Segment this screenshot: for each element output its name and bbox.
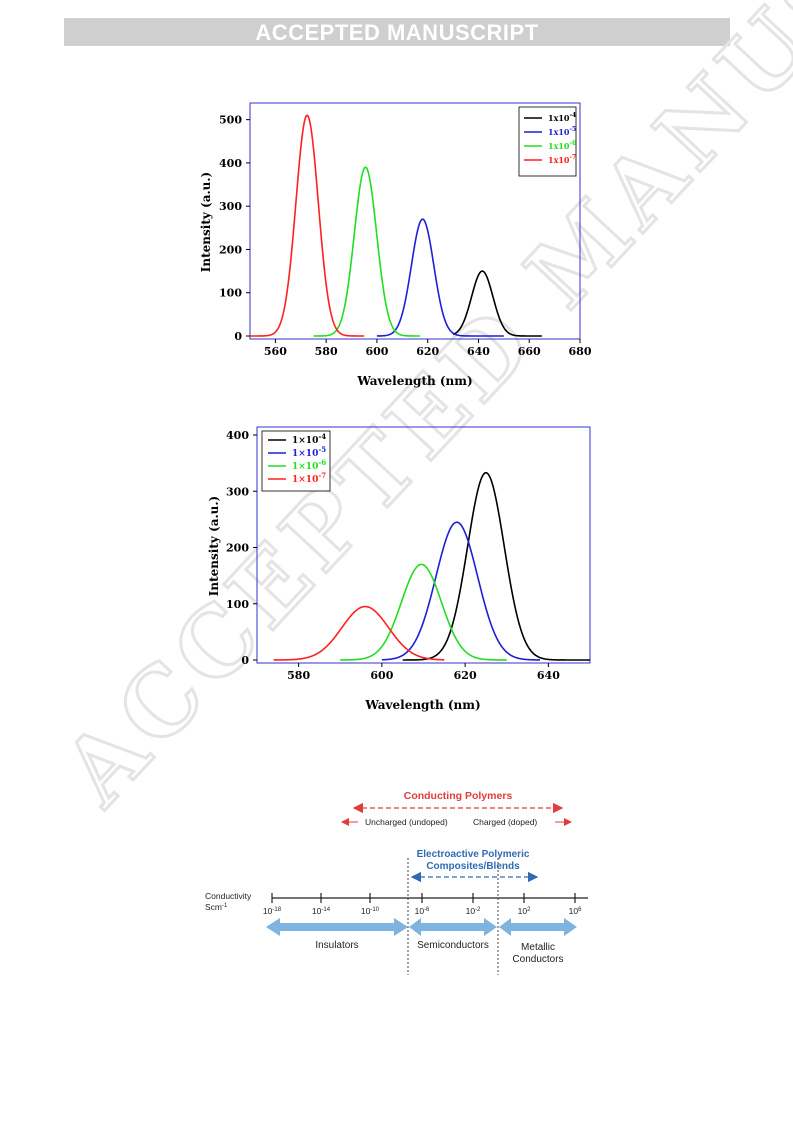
insulators-label: Insulators	[315, 940, 358, 951]
legend-label: 1x10-7	[548, 154, 576, 165]
conductivity-ticks: 10-18 10-14 10-10 10-6 10-2 102 106	[263, 893, 582, 916]
chart2-x-label: Wavelength (nm)	[364, 698, 480, 712]
series-line-4	[273, 605, 445, 661]
y-tick-label: 500	[219, 114, 242, 127]
y-tick-label: 0	[241, 654, 249, 667]
chart1-legend-entries: 1x10-4 1x10-5 1x10-6 1x10-7	[524, 112, 576, 165]
accepted-manuscript-banner: ACCEPTED MANUSCRIPT	[64, 18, 730, 46]
emission-spectra-chart-2: 580 600 620 640 0 100 200 300 400 Wavelength (nm…	[207, 426, 591, 712]
metallic-label-line2: Conductors	[512, 954, 563, 965]
x-tick-label: 600	[370, 669, 393, 682]
conductivity-label-line1: Conductivity	[205, 891, 252, 901]
x-tick-label: 580	[287, 669, 310, 682]
series-line-3	[313, 166, 421, 337]
uncharged-label: Uncharged (undoped)	[365, 817, 448, 827]
y-tick-label: 0	[234, 330, 242, 343]
y-tick-label: 300	[219, 200, 242, 213]
x-tick-label: 660	[518, 345, 541, 358]
legend-label: 1×10-5	[292, 445, 326, 459]
x-tick-label: 640	[467, 345, 490, 358]
legend-label: 1x10-4	[548, 112, 576, 123]
electroactive-label-line1: Electroactive Polymeric	[417, 849, 530, 860]
emission-spectra-chart-1: 560 580 600 620 640 660 680 0 100 200 300 400 500 Wa…	[199, 102, 592, 388]
chart1-axes: 560 580 600 620 640 660 680 0 100 200 300 400 500	[219, 114, 592, 358]
y-tick-label: 400	[226, 429, 249, 442]
chart2-y-label: Intensity (a.u.)	[207, 496, 221, 596]
y-tick-label: 200	[226, 542, 249, 555]
y-tick-label: 400	[219, 157, 242, 170]
y-tick-label: 200	[219, 243, 242, 256]
legend-label: 1×10-6	[292, 458, 326, 472]
x-tick-label: 620	[416, 345, 439, 358]
conductivity-tick-label: 10-18	[263, 906, 282, 916]
electroactive-label-line2: Composites/Blends	[426, 861, 520, 872]
x-tick-label: 600	[365, 345, 388, 358]
chart2-legend-entries: 1×10-41×10-51×10-61×10-7	[268, 432, 326, 485]
insulators-range-arrow	[266, 918, 408, 936]
y-tick-label: 300	[226, 485, 249, 498]
chart2-axes: 580 600 620 640 0 100 200 300 400	[226, 429, 560, 682]
chart2-lines	[273, 471, 590, 661]
series-line-1	[452, 270, 542, 337]
plot-frame	[249, 102, 581, 340]
metallic-label-line1: Metallic	[521, 942, 555, 953]
x-tick-label: 640	[537, 669, 560, 682]
x-tick-label: 560	[264, 345, 287, 358]
x-tick-label: 680	[569, 345, 592, 358]
conductivity-tick-label: 10-6	[415, 906, 430, 916]
legend-label: 1×10-4	[292, 432, 326, 446]
legend-label: 1x10-5	[548, 126, 576, 137]
conductivity-tick-label: 10-10	[361, 906, 380, 916]
conducting-polymers-title: Conducting Polymers	[404, 790, 513, 802]
semiconductors-range-arrow	[409, 918, 497, 936]
chart1-x-label: Wavelength (nm)	[356, 374, 472, 388]
metallic-range-arrow	[499, 918, 577, 936]
conductivity-label-line2: Scm-1	[205, 902, 228, 912]
conductivity-tick-label: 102	[518, 906, 531, 916]
series-line-4	[250, 114, 365, 337]
conductivity-tick-label: 106	[569, 906, 582, 916]
y-tick-label: 100	[226, 598, 249, 611]
series-line-3	[340, 563, 507, 661]
legend-label: 1x10-6	[548, 140, 576, 151]
legend-label: 1×10-7	[292, 471, 326, 485]
chart1-y-label: Intensity (a.u.)	[199, 172, 213, 272]
conductivity-tick-label: 10-2	[466, 906, 481, 916]
semiconductors-label: Semiconductors	[417, 940, 489, 951]
x-tick-label: 580	[315, 345, 338, 358]
range-arrows	[266, 918, 577, 936]
chart1-lines	[250, 114, 542, 337]
charged-label: Charged (doped)	[473, 817, 537, 827]
plot-frame	[256, 426, 591, 664]
conductivity-tick-label: 10-14	[312, 906, 331, 916]
x-tick-label: 620	[454, 669, 477, 682]
chart2-legend	[261, 430, 331, 492]
series-line-1	[402, 471, 590, 661]
series-line-2	[376, 218, 504, 337]
y-tick-label: 100	[219, 287, 242, 300]
